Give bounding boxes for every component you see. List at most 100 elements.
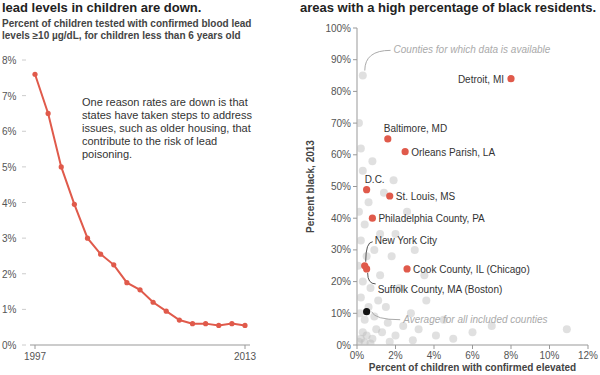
x-tick-label: 2013 <box>234 351 257 362</box>
county-point <box>357 144 365 152</box>
county-point <box>384 319 392 327</box>
data-point <box>177 317 182 322</box>
county-point <box>359 72 367 80</box>
y-tick-label: 70% <box>331 118 351 129</box>
y-tick <box>22 309 26 310</box>
county-point <box>370 246 378 254</box>
y-tick <box>22 95 26 96</box>
point-label: Suffolk County, MA (Boston) <box>378 284 503 295</box>
title: lead levels in children are down. <box>2 0 201 15</box>
data-line <box>35 74 245 325</box>
county-point <box>357 309 364 317</box>
x-tick-label: 10% <box>539 350 559 361</box>
x-tick <box>395 345 396 349</box>
data-point <box>151 300 156 305</box>
data-point <box>59 164 64 169</box>
y-tick-label: 6% <box>2 126 17 137</box>
data-point <box>98 252 103 257</box>
y-tick-label: 4% <box>2 198 17 209</box>
county-point <box>390 176 398 184</box>
county-point <box>366 284 374 292</box>
county-point <box>361 338 369 345</box>
county-highlight-point <box>402 148 409 155</box>
y-tick-label: 40% <box>331 213 351 224</box>
y-tick <box>22 166 26 167</box>
x-tick <box>549 345 550 349</box>
plot-marks <box>32 72 247 328</box>
text-line: issues, such as older housing, that <box>82 122 251 134</box>
x-tick-label: 8% <box>504 350 519 361</box>
x-tick <box>357 345 358 349</box>
y-tick <box>353 281 357 282</box>
county-highlight-point <box>386 192 393 199</box>
data-point <box>111 262 116 267</box>
text-line: One reason rates are down is that <box>82 96 248 108</box>
chart-canvas: lead levels in children are down. Percent… <box>0 0 600 375</box>
data-point <box>229 321 234 326</box>
text-line: states have taken steps to address <box>82 109 252 121</box>
y-axis-label: Percent black, 2013 <box>305 140 316 233</box>
x-tick <box>588 345 589 349</box>
county-point <box>449 335 457 343</box>
county-point <box>378 328 386 336</box>
subtitle: Percent of children tested with confirme… <box>2 18 251 41</box>
x-tick <box>434 345 435 349</box>
county-highlight-point <box>403 265 410 272</box>
county-point <box>415 325 423 333</box>
data-point <box>124 280 129 285</box>
county-point <box>359 278 367 286</box>
point-label: Cook County, IL (Chicago) <box>413 264 530 275</box>
y-tick-label: 3% <box>2 233 17 244</box>
data-point <box>72 202 77 207</box>
county-point <box>361 316 369 324</box>
text-line: contribute to the risk of lead <box>82 135 217 147</box>
leader-line <box>366 242 373 262</box>
y-tick <box>22 238 26 239</box>
county-highlight-point <box>384 135 391 142</box>
y-tick-label: 0% <box>337 340 352 351</box>
y-tick <box>353 91 357 92</box>
county-highlight-point <box>363 186 370 193</box>
data-point <box>32 72 37 77</box>
county-point <box>368 157 376 165</box>
series-annotation: Counties for which data is available <box>394 44 551 55</box>
data-point <box>137 287 142 292</box>
county-point <box>392 331 400 339</box>
county-point <box>361 221 369 229</box>
data-point <box>203 321 208 326</box>
text-line: poisoning. <box>82 148 132 160</box>
county-point <box>382 303 390 311</box>
y-tick <box>22 345 26 346</box>
point-label: D.C. <box>365 174 385 185</box>
data-point <box>85 236 90 241</box>
county-point <box>422 297 430 305</box>
y-tick <box>353 28 357 29</box>
x-tick-label: 4% <box>427 350 442 361</box>
x-tick-label: 12% <box>578 350 598 361</box>
y-tick-label: 60% <box>331 149 351 160</box>
y-tick <box>353 345 357 346</box>
x-tick-label: 2% <box>388 350 403 361</box>
county-point <box>432 331 440 339</box>
x-tick-label: 0% <box>350 350 365 361</box>
labels: Counties for which data is availableDetr… <box>365 44 551 324</box>
series-annotation: Average for all included counties <box>402 314 547 325</box>
county-highlight-point <box>369 215 376 222</box>
x-axis-line <box>30 345 250 346</box>
text-line: Percent of children tested with confirme… <box>2 18 251 29</box>
y-tick-label: 10% <box>331 308 351 319</box>
leader-line <box>372 312 401 320</box>
y-tick <box>353 59 357 60</box>
y-tick-label: 8% <box>2 55 17 66</box>
county-point <box>357 293 365 301</box>
county-point <box>363 252 371 260</box>
data-point <box>242 323 247 328</box>
y-tick <box>22 131 26 132</box>
y-tick-label: 0% <box>2 340 17 351</box>
data-point <box>46 111 51 116</box>
y-tick <box>22 202 26 203</box>
x-tick <box>245 345 246 349</box>
annotation: One reason rates are down is thatstates … <box>82 96 252 160</box>
county-highlight-point <box>363 265 370 272</box>
x-tick <box>511 345 512 349</box>
